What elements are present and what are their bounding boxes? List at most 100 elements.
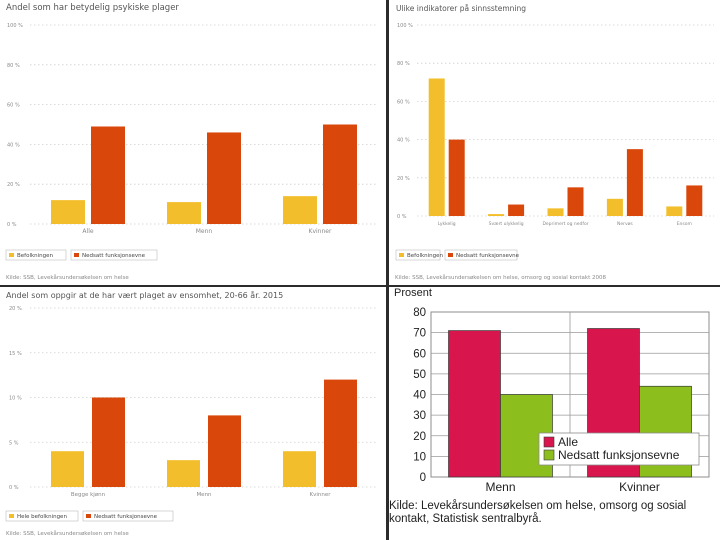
x-tick-label: Kvinner	[309, 228, 332, 235]
x-tick-label: Alle	[82, 228, 93, 235]
bar-alle-befolkningen	[51, 200, 85, 224]
divider-vertical	[386, 0, 389, 540]
y-tick-label: 20 %	[7, 182, 20, 188]
bar-menn-befolkningen	[167, 202, 201, 224]
legend-swatch-hele-befolkningen	[9, 514, 14, 518]
legend-swatch-alle	[543, 436, 555, 448]
legend-swatch-befolkningen	[399, 253, 404, 257]
y-tick-label: 40 %	[397, 138, 410, 144]
bar-begge-kjønn-hele-befolkningen	[51, 451, 84, 487]
bar-kvinner-nedsatt-funksjonsevne	[323, 124, 357, 224]
y-tick-label: 70	[413, 328, 426, 340]
panel-alle-vs-nedsatt: Prosent 0 10 20 30 40 50 60 70 80 Menn Kvinner Alle N…	[389, 287, 720, 540]
x-tick-label: Menn	[196, 492, 212, 498]
source-note: Kilde: SSB, Levekårsundersøkelsen om hel…	[395, 275, 606, 281]
source-note: Kilde: Levekårsundersøkelsen om helse, o…	[389, 500, 687, 525]
bar-svært-ulykkelig-nedsatt-funksjonsevne	[508, 204, 525, 216]
y-tick-label: 20 %	[9, 306, 22, 312]
x-tick-label: Lykkelig	[438, 221, 456, 227]
y-tick-label: 20	[413, 431, 426, 443]
y-tick-label: 100 %	[7, 23, 23, 29]
y-tick-label: 60	[413, 348, 426, 360]
y-tick-label: 100 %	[397, 23, 413, 29]
x-tick-label: Menn	[196, 228, 213, 235]
panel-sinnsstemning: Ulike indikatorer på sinnsstemning 0 % 20 …	[389, 0, 720, 285]
y-tick-label: 80 %	[7, 63, 20, 69]
legend-box	[82, 510, 174, 522]
y-tick-label: 0	[420, 472, 426, 484]
panel-ensomhet: Andel som oppgir at de har vært plaget a…	[0, 287, 386, 540]
bar-lykkelig-nedsatt-funksjonsevne	[448, 139, 465, 216]
y-tick-label: 0 %	[7, 222, 17, 228]
panel-psykiske-plager: Andel som har betydelig psykiske plager 0…	[0, 0, 386, 285]
source-note: Kilde: SSB, Levekårsundersøkelsen om hel…	[6, 275, 129, 281]
legend-label: Nedsatt funksjonsevne	[456, 253, 520, 259]
y-axis-title: Prosent	[394, 287, 432, 299]
bar-begge-kjønn-nedsatt-funksjonsevne	[92, 397, 125, 487]
bar-ensom-befolkningen	[666, 206, 683, 216]
x-tick-label: Kvinner	[619, 480, 660, 494]
bar-nervøs-befolkningen	[606, 198, 623, 216]
y-tick-label: 5 %	[9, 440, 19, 446]
y-tick-label: 80	[413, 307, 426, 319]
x-tick-label: Menn	[485, 480, 515, 494]
y-tick-label: 10	[413, 451, 426, 463]
legend-swatch-nedsatt-funksjonsevne	[74, 253, 79, 257]
y-tick-label: 60 %	[397, 99, 410, 105]
bar-menn-nedsatt-funksjonsevne	[208, 415, 241, 487]
legend-label: Befolkningen	[407, 253, 444, 259]
y-tick-label: 40	[413, 390, 426, 402]
legend-label: Nedsatt funksjonsevne	[82, 253, 146, 259]
y-tick-label: 15 %	[9, 351, 22, 357]
legend-swatch-nedsatt-funksjonsevne	[86, 514, 91, 518]
x-tick-label: Nervøs	[617, 221, 633, 227]
bar-kvinner-nedsatt-funksjonsevne	[324, 379, 357, 487]
y-tick-label: 0 %	[9, 485, 19, 491]
x-tick-label: Deprimert og nedfor	[542, 221, 588, 227]
y-tick-label: 80 %	[397, 61, 410, 67]
bar-deprimert-og-nedfor-nedsatt-funksjonsevne	[567, 187, 584, 216]
bar-nervøs-nedsatt-funksjonsevne	[626, 149, 643, 216]
legend-box	[5, 249, 67, 261]
bar-lykkelig-befolkningen	[428, 78, 445, 216]
legend-swatch-nedsatt-funksjonsevne	[543, 449, 555, 461]
x-tick-label: Begge kjønn	[71, 492, 106, 498]
y-tick-label: 60 %	[7, 103, 20, 109]
legend-label: Befolkningen	[17, 253, 54, 259]
legend-box	[395, 249, 441, 261]
chart-alle-vs-nedsatt: Prosent 0 10 20 30 40 50 60 70 80 Menn Kvinner AlleN…	[394, 287, 710, 494]
y-tick-label: 0 %	[397, 214, 407, 220]
x-tick-label: Ensom	[677, 221, 692, 227]
legend-box	[5, 510, 79, 522]
chart-psykiske-plager: Andel som har betydelig psykiske plager 0…	[5, 3, 378, 261]
y-tick-label: 20 %	[397, 176, 410, 182]
x-tick-label: Kvinner	[309, 492, 331, 498]
bar-svært-ulykkelig-befolkningen	[488, 214, 505, 216]
x-tick-label: Svært ulykkelig	[489, 221, 524, 227]
legend-box	[538, 432, 700, 466]
bar-menn-hele-befolkningen	[167, 460, 200, 487]
bar-kvinner-hele-befolkningen	[283, 451, 316, 487]
y-tick-label: 30	[413, 410, 426, 422]
legend-label: Nedsatt funksjonsevne	[558, 448, 680, 462]
chart-sinnsstemning: Ulike indikatorer på sinnsstemning 0 % 20 …	[395, 4, 714, 261]
bar-ensom-nedsatt-funksjonsevne	[686, 185, 703, 216]
y-tick-label: 40 %	[7, 142, 20, 148]
legend-box	[444, 249, 518, 261]
chart-title: Andel som har betydelig psykiske plager	[6, 3, 179, 13]
source-note: Kilde: SSB, Levekårsundersøkelsen om hel…	[6, 531, 129, 537]
bar-alle-nedsatt-funksjonsevne	[91, 126, 125, 224]
bar-deprimert-og-nedfor-befolkningen	[547, 208, 564, 216]
legend-label: Nedsatt funksjonsevne	[94, 514, 158, 520]
legend-label: Alle	[558, 435, 578, 449]
chart-title: Andel som oppgir at de har vært plaget a…	[6, 290, 283, 300]
legend-swatch-nedsatt-funksjonsevne	[448, 253, 453, 257]
bar-kvinner-befolkningen	[283, 196, 317, 224]
y-tick-label: 50	[413, 369, 426, 381]
chart-ensomhet: Andel som oppgir at de har vært plaget a…	[5, 290, 378, 522]
bar-menn-nedsatt-funksjonsevne	[207, 132, 241, 224]
legend-label: Hele befolkningen	[17, 514, 67, 520]
divider-horizontal	[0, 285, 720, 287]
bar-menn-alle	[448, 330, 501, 478]
legend-box	[70, 249, 158, 261]
